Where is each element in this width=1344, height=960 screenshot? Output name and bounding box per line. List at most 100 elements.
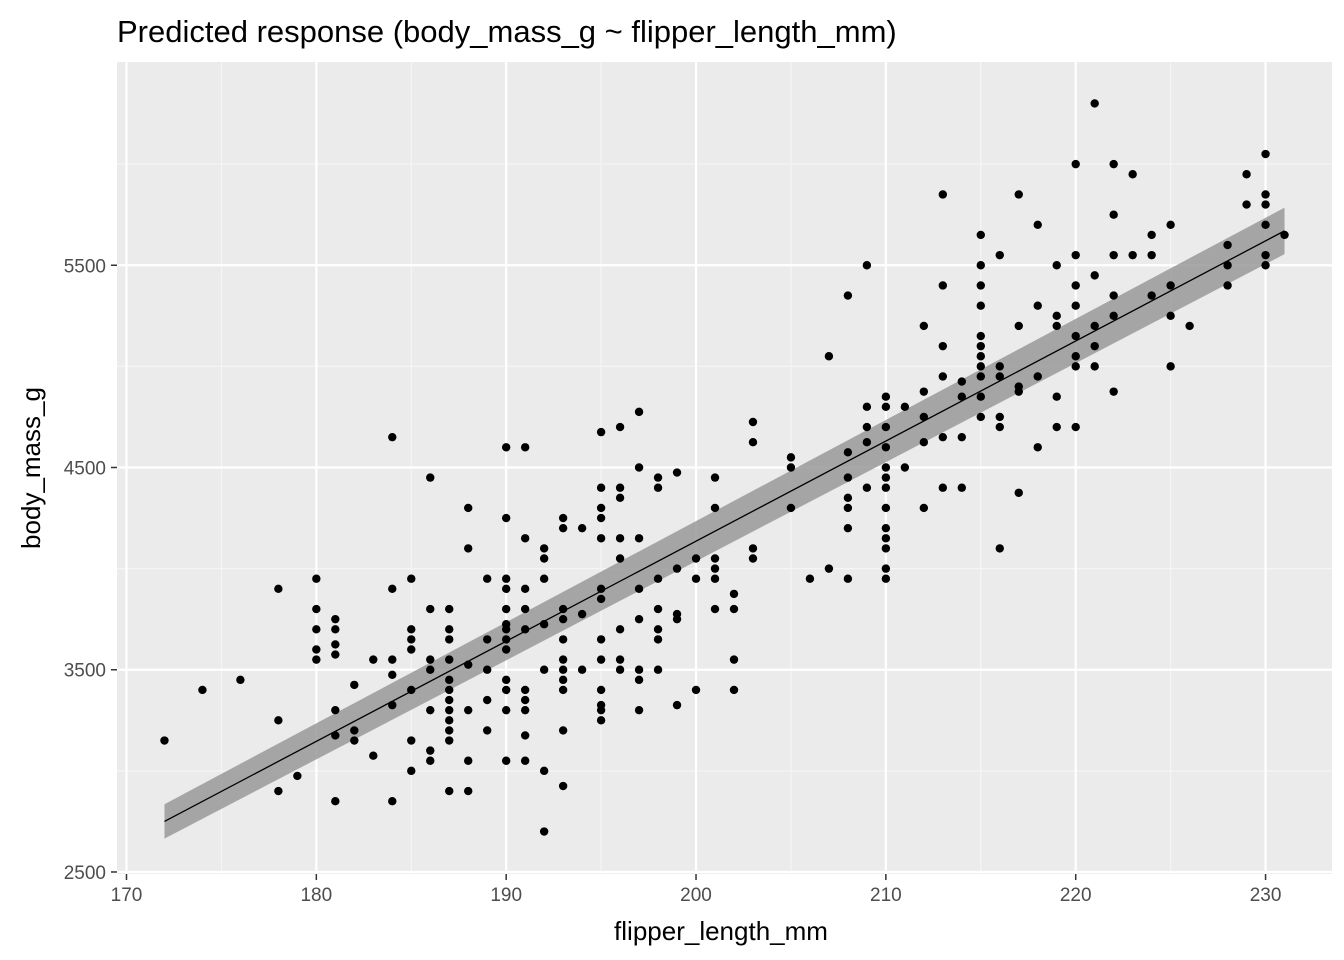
data-point bbox=[900, 463, 910, 472]
data-point bbox=[1261, 190, 1270, 199]
data-point bbox=[596, 716, 606, 725]
data-point bbox=[1109, 291, 1118, 300]
data-point bbox=[464, 756, 473, 765]
data-point bbox=[445, 625, 454, 634]
data-point bbox=[1147, 291, 1156, 300]
data-point bbox=[1147, 230, 1156, 240]
data-point bbox=[843, 291, 853, 300]
data-point bbox=[691, 685, 701, 695]
data-point bbox=[596, 584, 606, 594]
data-point bbox=[1090, 99, 1099, 108]
y-axis-ticks: 2500 3500 4500 5500 bbox=[64, 256, 117, 884]
data-point bbox=[691, 574, 701, 583]
data-point bbox=[653, 473, 663, 482]
data-point bbox=[1166, 281, 1175, 290]
data-point bbox=[520, 443, 530, 452]
data-point bbox=[407, 625, 416, 634]
data-point bbox=[520, 584, 530, 594]
data-point bbox=[691, 554, 701, 563]
data-point bbox=[881, 544, 891, 553]
data-point bbox=[1223, 281, 1232, 290]
data-point bbox=[1109, 210, 1118, 219]
data-point bbox=[1185, 321, 1194, 331]
data-point bbox=[1090, 341, 1099, 351]
data-point bbox=[881, 443, 891, 452]
data-point bbox=[786, 463, 796, 472]
data-point bbox=[388, 655, 397, 664]
data-point bbox=[976, 372, 985, 381]
data-point bbox=[919, 412, 929, 422]
data-point bbox=[881, 483, 891, 492]
data-point bbox=[862, 261, 872, 270]
data-point bbox=[331, 614, 340, 624]
data-point bbox=[501, 635, 511, 644]
data-point bbox=[160, 736, 169, 745]
data-point bbox=[1052, 311, 1061, 321]
data-point bbox=[558, 635, 568, 644]
data-point bbox=[445, 685, 454, 695]
data-point bbox=[1071, 422, 1080, 432]
data-point bbox=[520, 731, 530, 740]
y-tick-label: 2500 bbox=[64, 863, 106, 884]
data-point bbox=[1109, 311, 1118, 321]
data-point bbox=[407, 574, 416, 583]
data-point bbox=[976, 261, 985, 270]
data-point bbox=[881, 392, 891, 401]
data-point bbox=[426, 604, 435, 614]
data-point bbox=[1090, 321, 1099, 331]
data-point bbox=[501, 675, 511, 685]
data-point bbox=[919, 503, 929, 513]
data-point bbox=[501, 705, 511, 715]
data-point bbox=[558, 781, 568, 791]
data-point bbox=[710, 473, 720, 482]
data-point bbox=[976, 392, 985, 401]
x-tick-label: 180 bbox=[300, 885, 332, 906]
data-point bbox=[558, 513, 568, 523]
x-tick-label: 230 bbox=[1250, 885, 1282, 906]
data-point bbox=[748, 544, 758, 553]
data-point bbox=[634, 705, 644, 715]
data-point bbox=[957, 377, 967, 386]
data-point bbox=[331, 625, 340, 634]
data-point bbox=[976, 341, 985, 351]
data-point bbox=[653, 483, 663, 492]
data-point bbox=[862, 402, 872, 412]
data-point bbox=[426, 473, 435, 482]
data-point bbox=[558, 655, 568, 664]
data-point bbox=[407, 736, 416, 745]
data-point bbox=[331, 796, 340, 806]
data-point bbox=[520, 685, 530, 695]
data-point bbox=[615, 625, 625, 634]
data-point bbox=[862, 483, 872, 492]
data-point bbox=[881, 473, 891, 482]
y-tick-label: 4500 bbox=[64, 458, 106, 479]
data-point bbox=[501, 443, 511, 452]
data-point bbox=[312, 645, 321, 654]
data-point bbox=[1052, 392, 1061, 401]
data-point bbox=[464, 503, 473, 513]
data-point bbox=[843, 523, 853, 533]
data-point bbox=[634, 675, 644, 685]
data-point bbox=[634, 463, 644, 472]
data-point bbox=[596, 655, 606, 664]
data-point bbox=[1014, 387, 1023, 396]
data-point bbox=[482, 574, 492, 583]
data-point bbox=[938, 372, 948, 381]
data-point bbox=[350, 680, 359, 690]
data-point bbox=[539, 574, 549, 583]
data-point bbox=[710, 564, 720, 573]
data-point bbox=[445, 695, 454, 705]
data-point bbox=[388, 584, 397, 594]
data-point bbox=[957, 483, 967, 492]
data-point bbox=[995, 412, 1004, 422]
data-point bbox=[1261, 220, 1270, 230]
data-point bbox=[634, 584, 644, 594]
data-point bbox=[1033, 301, 1042, 310]
data-point bbox=[843, 503, 853, 513]
data-point bbox=[1109, 159, 1118, 169]
data-point bbox=[407, 645, 416, 654]
data-point bbox=[900, 402, 910, 412]
data-point bbox=[919, 321, 929, 331]
data-point bbox=[653, 635, 663, 644]
data-point bbox=[957, 392, 967, 401]
